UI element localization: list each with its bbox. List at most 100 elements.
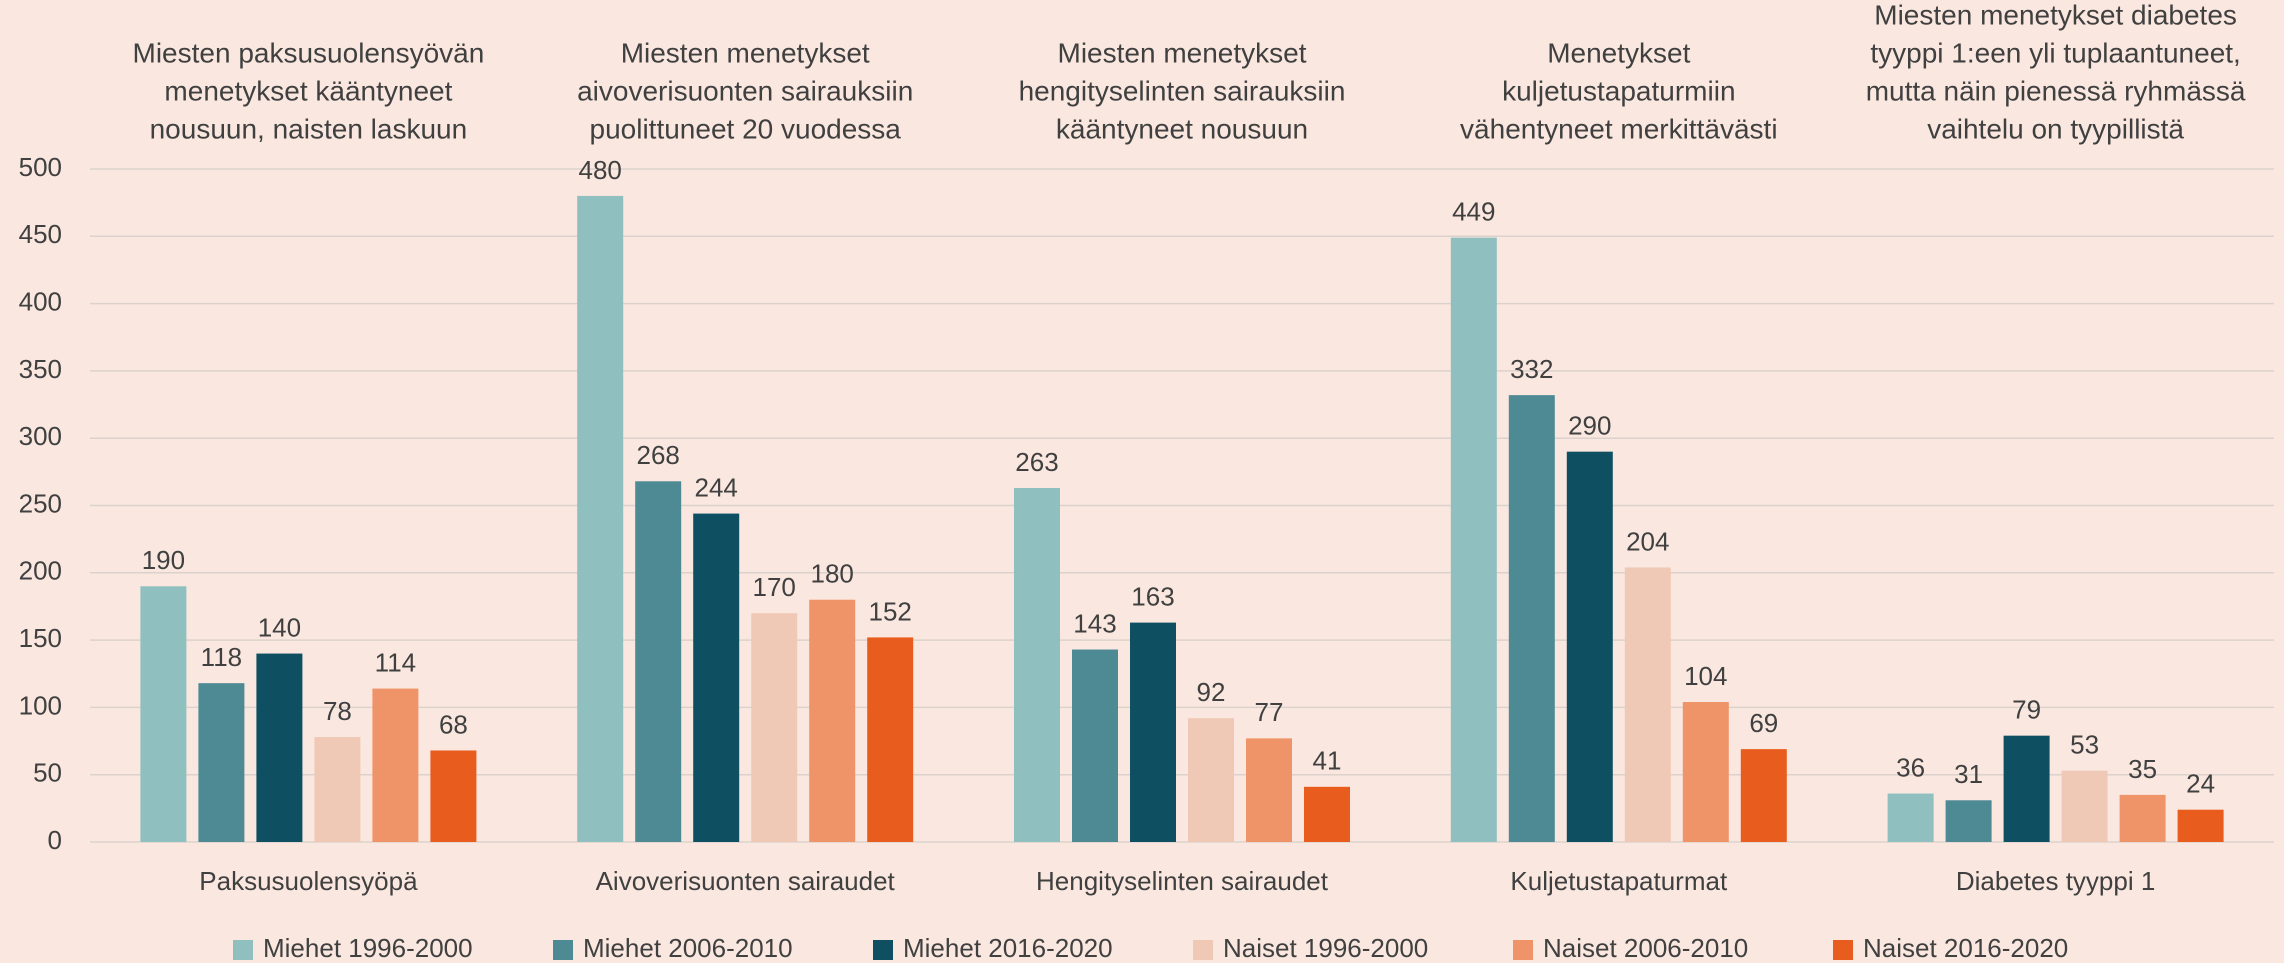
annotation: mutta näin pienessä ryhmässä [1866,75,2246,106]
data-label: 24 [2186,769,2215,799]
annotation: Miesten paksusuolensyövän [133,37,485,68]
annotation: Miesten menetykset [621,37,870,68]
annotation: kääntyneet nousuun [1056,113,1308,144]
y-tick-label: 350 [19,354,62,384]
annotation: Menetykset [1547,37,1690,68]
data-label: 190 [142,545,185,575]
annotation: aivoverisuonten sairauksiin [577,75,913,106]
bar [140,586,187,842]
data-label: 79 [2012,695,2041,725]
legend-label: Miehet 1996-2000 [263,933,473,963]
bar [809,599,856,842]
bar [2061,770,2108,842]
bar [430,750,477,842]
data-label: 180 [811,559,854,589]
y-tick-label: 450 [19,219,62,249]
y-tick-label: 250 [19,488,62,518]
data-label: 332 [1510,354,1553,384]
y-tick-label: 500 [19,152,62,182]
annotation: tyyppi 1:een yli tuplaantuneet, [1870,37,2240,68]
bar [1246,738,1292,842]
bar [372,688,419,842]
annotation: kuljetustapaturmiin [1502,75,1735,106]
data-label: 77 [1255,697,1284,727]
data-label: 69 [1749,708,1778,738]
data-label: 140 [258,612,301,642]
legend-swatch [233,940,253,960]
bar [1945,800,1992,842]
data-label: 143 [1073,608,1116,638]
data-label: 163 [1131,581,1174,611]
data-label: 480 [579,155,622,185]
bar [1130,622,1176,842]
legend-swatch [1513,940,1533,960]
legend-swatch [873,940,893,960]
annotation: vähentyneet merkittävästi [1460,113,1778,144]
y-tick-label: 0 [48,825,62,855]
bar [1072,649,1118,842]
bar [693,513,740,842]
annotation: hengityselinten sairauksiin [1019,75,1346,106]
annotation: vaihtelu on tyypillistä [1927,113,2184,144]
x-tick-label: Aivoverisuonten sairaudet [596,866,896,896]
data-label: 204 [1626,526,1669,556]
bar [2177,809,2224,842]
y-tick-label: 100 [19,690,62,720]
annotation: Miesten menetykset diabetes [1874,0,2237,30]
legend-swatch [1193,940,1213,960]
data-label: 53 [2070,730,2099,760]
bar [256,653,303,842]
y-tick-label: 300 [19,421,62,451]
x-tick-label: Hengityselinten sairaudet [1036,866,1329,896]
y-tick-label: 200 [19,556,62,586]
bar [2119,794,2166,842]
data-label: 35 [2128,754,2157,784]
annotation: nousuun, naisten laskuun [150,113,468,144]
data-label: 152 [869,596,912,626]
bar [1566,451,1613,842]
legend-swatch [553,940,573,960]
data-label: 170 [753,572,796,602]
data-label: 244 [695,472,738,502]
bar [1624,567,1671,842]
legend-label: Naiset 1996-2000 [1223,933,1428,963]
data-label: 290 [1568,411,1611,441]
bar [577,195,624,843]
legend-label: Miehet 2006-2010 [583,933,793,963]
bar [1014,488,1060,842]
data-label: 36 [1896,752,1925,782]
bar [1450,237,1497,842]
bar [867,637,914,842]
data-label: 78 [323,696,352,726]
data-label: 92 [1197,677,1226,707]
data-label: 31 [1954,759,1983,789]
data-label: 118 [201,642,242,672]
y-tick-label: 50 [33,758,62,788]
legend-label: Naiset 2016-2020 [1863,933,2068,963]
bar [1188,718,1234,842]
bar [1304,786,1350,842]
bar [1508,395,1555,842]
x-tick-label: Paksusuolensyöpä [199,866,418,896]
legend-label: Miehet 2016-2020 [903,933,1113,963]
data-label: 104 [1684,661,1727,691]
bar [635,481,682,842]
data-label: 449 [1452,197,1495,227]
y-tick-label: 400 [19,286,62,316]
data-label: 41 [1313,746,1342,776]
bar [198,683,245,842]
data-label: 68 [439,709,468,739]
annotation: Miesten menetykset [1058,37,1307,68]
annotation: menetykset kääntyneet [164,75,452,106]
bar [314,737,361,842]
bar [2003,735,2050,842]
legend-swatch [1833,940,1853,960]
data-label: 114 [375,647,416,677]
y-tick-label: 150 [19,623,62,653]
x-tick-label: Diabetes tyyppi 1 [1956,866,2155,896]
data-label: 268 [637,440,680,470]
annotation: puolittuneet 20 vuodessa [590,113,902,144]
bar [751,613,798,842]
data-label: 263 [1015,447,1058,477]
